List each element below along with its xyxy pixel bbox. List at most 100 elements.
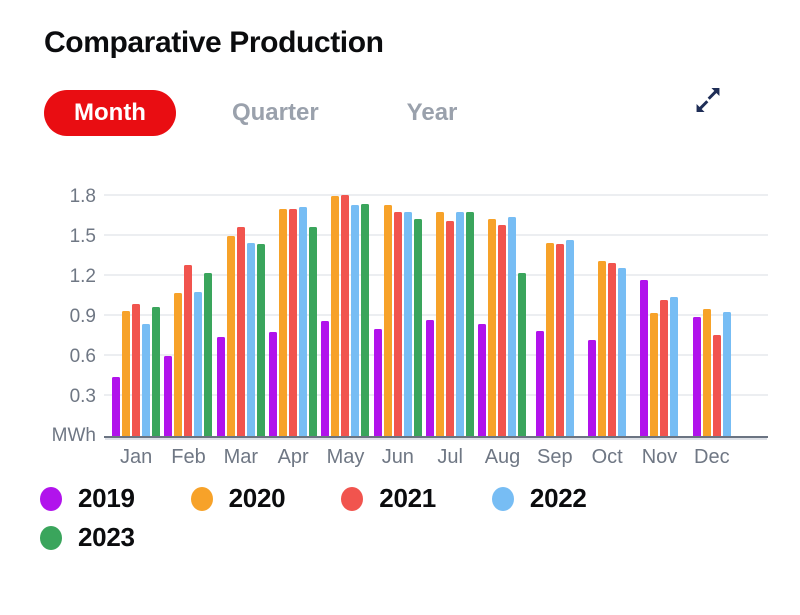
bar-2022-oct[interactable]: [618, 268, 627, 436]
bar-2023-aug[interactable]: [518, 273, 527, 436]
bar-2022-jun[interactable]: [403, 212, 412, 436]
legend-dot-icon: [341, 486, 364, 511]
bar-2023-apr[interactable]: [309, 226, 318, 436]
legend-item-2019[interactable]: 2019: [40, 483, 135, 514]
bar-2020-jul[interactable]: [436, 212, 445, 436]
legend-label: 2022: [529, 483, 587, 513]
production-bar-chart: 0.3 0.6 0.9 1.2 1.5 1.8 MWh: [44, 186, 768, 446]
bar-2020-dec[interactable]: [702, 309, 711, 436]
bar-2021-may[interactable]: [341, 194, 350, 436]
expand-button[interactable]: [692, 82, 724, 118]
bar-2019-jun[interactable]: [373, 329, 382, 436]
bar-2021-feb[interactable]: [184, 265, 193, 436]
bar-2020-jan[interactable]: [122, 310, 131, 436]
bar-2023-jan[interactable]: [152, 306, 161, 436]
bar-2022-sep[interactable]: [565, 240, 574, 436]
legend-label: 2021: [379, 483, 436, 513]
y-tick-label: 0.9: [69, 306, 96, 327]
bar-2020-jun[interactable]: [383, 205, 392, 436]
comparative-production-card: Comparative Production Month Quarter Yea…: [0, 26, 800, 615]
bar-group-jun: [372, 186, 424, 436]
bar-2019-apr[interactable]: [269, 332, 278, 436]
bar-2020-mar[interactable]: [226, 236, 235, 436]
bar-2023-feb[interactable]: [204, 273, 213, 436]
x-tick-label-feb: Feb: [171, 446, 206, 468]
x-tick-label-apr: Apr: [277, 446, 309, 468]
bar-group-dec: [686, 186, 738, 436]
bar-2022-nov[interactable]: [670, 297, 679, 436]
x-tick-label-aug: Aug: [484, 446, 521, 468]
bar-2020-oct[interactable]: [598, 261, 607, 436]
bar-2022-jan[interactable]: [142, 324, 151, 436]
tab-year[interactable]: Year: [375, 90, 490, 136]
x-axis-labels: Jan Feb Mar Apr May Jun Jul Aug Sep Oct Nov Dec: [104, 446, 768, 469]
bar-2019-jul[interactable]: [426, 320, 435, 436]
gridline: [104, 194, 768, 196]
bar-2021-aug[interactable]: [498, 225, 507, 436]
gridline: [104, 234, 768, 236]
y-axis: 0.3 0.6 0.9 1.2 1.5 1.8 MWh: [44, 186, 104, 446]
bar-group-sep: [529, 186, 581, 436]
bar-2019-nov[interactable]: [640, 280, 649, 436]
bar-2022-aug[interactable]: [508, 217, 517, 436]
bar-2020-feb[interactable]: [174, 293, 183, 436]
bar-group-jan: [110, 186, 162, 436]
bar-2019-mar[interactable]: [216, 337, 225, 436]
tab-month[interactable]: Month: [44, 90, 176, 136]
bar-2020-may[interactable]: [331, 196, 340, 436]
bar-2020-nov[interactable]: [650, 313, 659, 436]
bar-2021-jul[interactable]: [446, 221, 455, 436]
y-axis-unit-label: MWh: [51, 425, 96, 446]
bar-group-mar: [215, 186, 267, 436]
bar-2023-jun[interactable]: [413, 218, 422, 436]
bar-2019-aug[interactable]: [478, 324, 487, 436]
tab-quarter[interactable]: Quarter: [200, 90, 351, 136]
bar-2023-mar[interactable]: [256, 244, 265, 436]
bar-2019-feb[interactable]: [164, 356, 173, 436]
bar-2022-may[interactable]: [351, 205, 360, 436]
bar-group-feb: [162, 186, 214, 436]
bar-2021-jan[interactable]: [132, 304, 141, 436]
y-tick-label: 0.3: [69, 386, 96, 407]
bar-2022-jul[interactable]: [456, 212, 465, 436]
bar-2019-dec[interactable]: [692, 317, 701, 436]
bar-2020-apr[interactable]: [279, 209, 288, 436]
gridline: [104, 274, 768, 276]
y-tick-label: 1.8: [69, 186, 96, 207]
bar-2020-sep[interactable]: [545, 242, 554, 436]
x-tick-label-mar: Mar: [223, 446, 259, 468]
legend-item-2020[interactable]: 2020: [190, 483, 286, 514]
bar-2022-feb[interactable]: [194, 292, 203, 436]
bar-2021-dec[interactable]: [712, 334, 721, 436]
bar-2021-sep[interactable]: [555, 244, 564, 436]
legend-dot-icon: [491, 486, 514, 511]
bar-group-apr: [267, 186, 319, 436]
bar-2023-may[interactable]: [361, 204, 370, 436]
bar-2022-dec[interactable]: [722, 312, 731, 436]
bar-2019-sep[interactable]: [535, 330, 544, 436]
x-tick-label-jan: Jan: [120, 446, 153, 468]
bar-2019-jan[interactable]: [112, 377, 121, 436]
period-tabs: Month Quarter Year: [44, 90, 800, 136]
bar-2019-may[interactable]: [321, 321, 330, 436]
x-tick-label-nov: Nov: [641, 446, 678, 468]
bar-2021-jun[interactable]: [393, 212, 402, 436]
bar-2021-nov[interactable]: [660, 300, 669, 436]
bar-2021-apr[interactable]: [289, 209, 298, 436]
gridline: [104, 394, 768, 396]
bar-group-oct: [581, 186, 633, 436]
page-title: Comparative Production: [44, 26, 384, 59]
bar-2023-jul[interactable]: [466, 212, 475, 436]
legend-item-2022[interactable]: 2022: [491, 483, 587, 514]
bar-2022-apr[interactable]: [299, 206, 308, 436]
bar-2020-aug[interactable]: [488, 218, 497, 436]
legend-item-2023[interactable]: 2023: [40, 522, 135, 553]
plot-area: [104, 186, 768, 438]
x-tick-label-may: May: [326, 446, 365, 468]
bar-2019-oct[interactable]: [588, 340, 597, 436]
bar-2021-oct[interactable]: [608, 262, 617, 436]
bar-2021-mar[interactable]: [236, 226, 245, 436]
bar-2022-mar[interactable]: [246, 242, 255, 436]
bar-group-nov: [633, 186, 685, 436]
legend-item-2021[interactable]: 2021: [341, 483, 436, 514]
